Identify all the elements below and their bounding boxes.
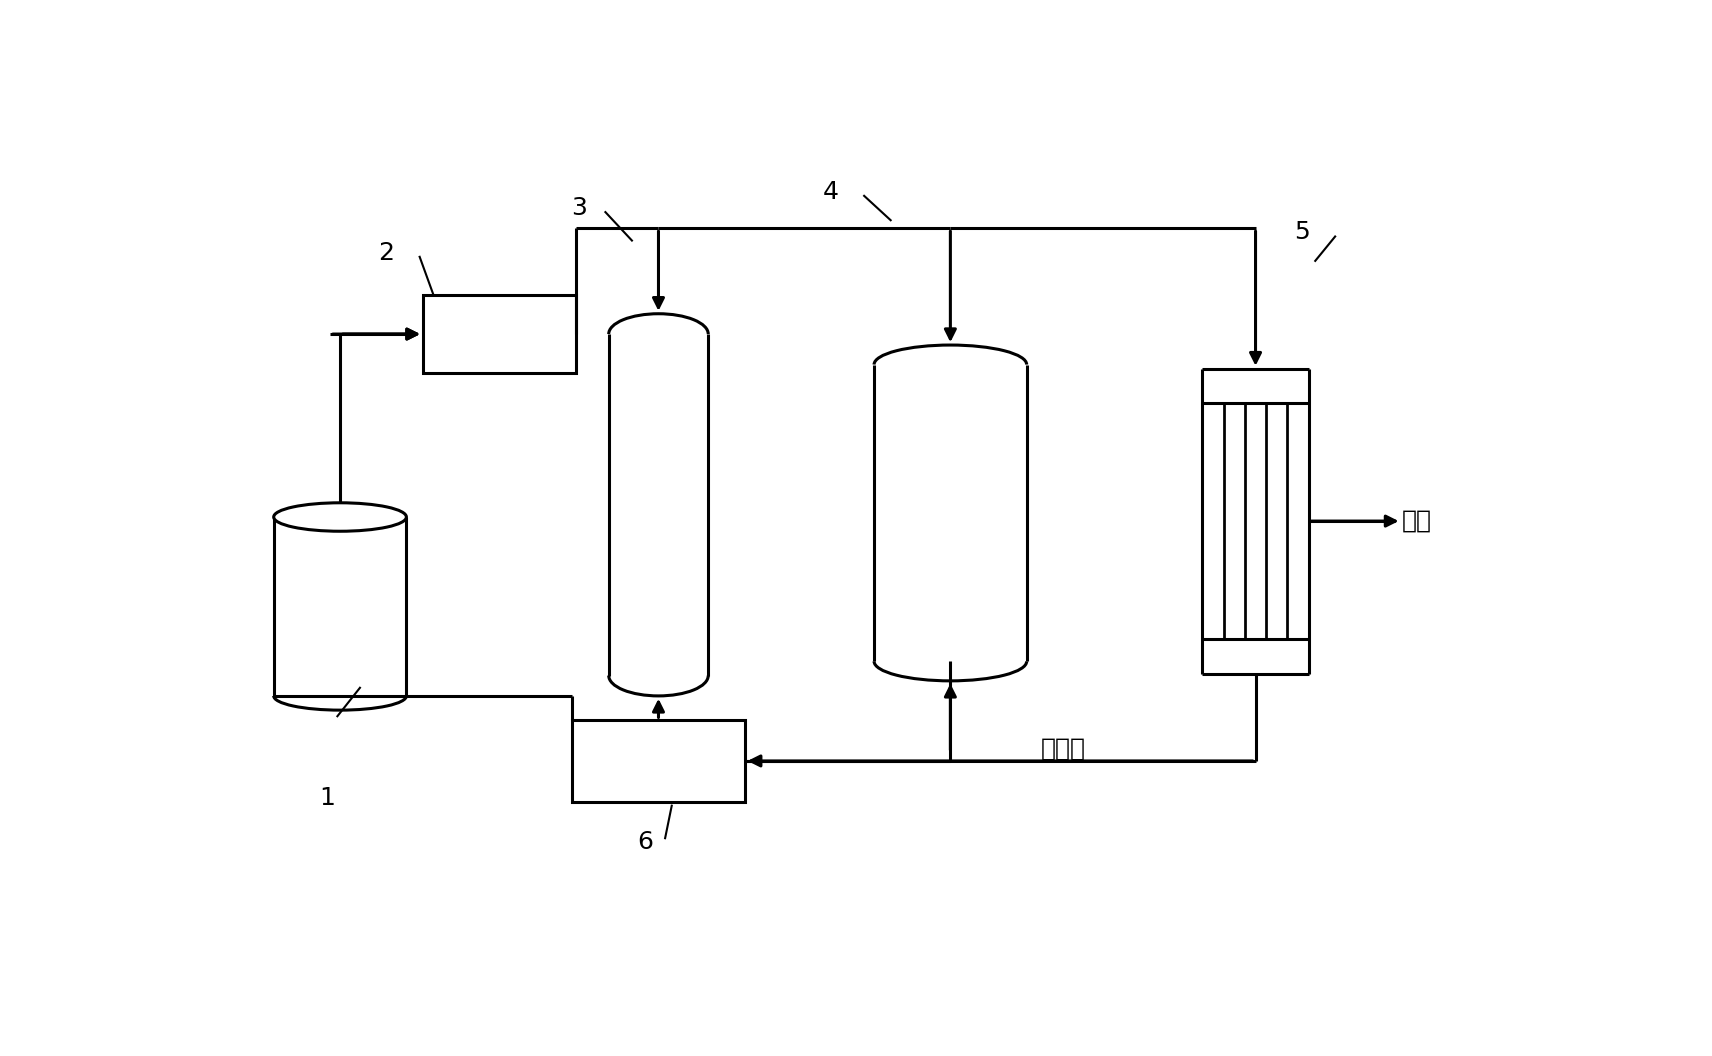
Text: 2: 2: [378, 241, 394, 265]
Ellipse shape: [274, 503, 406, 531]
Text: 3: 3: [570, 196, 587, 220]
Text: 甲烷: 甲烷: [1402, 509, 1431, 533]
Text: 回流水: 回流水: [1041, 737, 1085, 760]
Bar: [572, 720, 745, 802]
Text: 6: 6: [637, 830, 654, 854]
Text: 4: 4: [823, 180, 839, 204]
Bar: [423, 296, 575, 373]
Text: 1: 1: [318, 786, 336, 810]
Text: 5: 5: [1294, 221, 1310, 244]
